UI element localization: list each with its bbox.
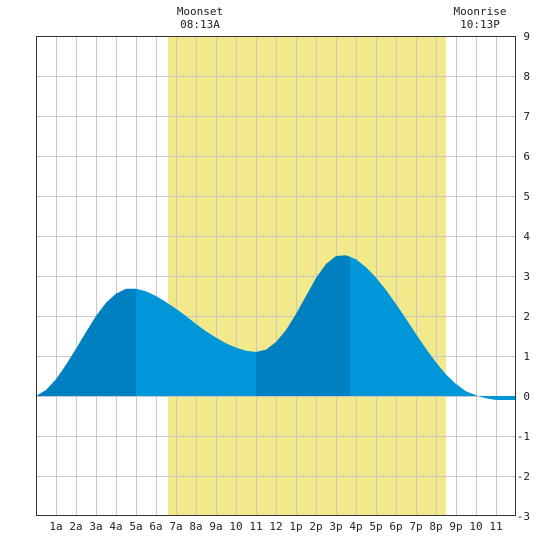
- x-tick-label: 9p: [449, 520, 462, 533]
- x-tick-label: 11: [489, 520, 502, 533]
- y-tick-label: -1: [517, 430, 530, 443]
- y-tick-label: 9: [523, 30, 530, 43]
- tide-area-layer: [36, 255, 516, 400]
- y-tick-label: 1: [523, 350, 530, 363]
- x-tick-label: 4p: [349, 520, 362, 533]
- x-tick-label: 3p: [329, 520, 342, 533]
- tide-area-segment: [36, 288, 136, 396]
- y-tick-label: 8: [523, 70, 530, 83]
- moon-event-time: 08:13A: [180, 18, 220, 31]
- x-tick-label: 7a: [169, 520, 182, 533]
- grid-layer: [36, 36, 516, 516]
- x-tick-label: 1a: [49, 520, 62, 533]
- y-tick-label: -3: [517, 510, 530, 523]
- y-tick-label: 3: [523, 270, 530, 283]
- x-tick-label: 1p: [289, 520, 302, 533]
- x-tick-label: 10: [469, 520, 482, 533]
- x-tick-label: 5p: [369, 520, 382, 533]
- y-tick-label: 5: [523, 190, 530, 203]
- x-tick-label: 4a: [109, 520, 122, 533]
- tide-area-segment: [256, 255, 350, 396]
- x-tick-label: 11: [249, 520, 262, 533]
- moon-event-label: Moonset: [177, 5, 223, 18]
- tide-area-segment: [350, 256, 516, 400]
- y-tick-label: 2: [523, 310, 530, 323]
- y-tick-label: 6: [523, 150, 530, 163]
- x-tick-label: 5a: [129, 520, 142, 533]
- x-tick-label: 3a: [89, 520, 102, 533]
- y-tick-labels: 9 8 7 6 5 4 3 2 1 0 -1 -2 -3: [517, 30, 531, 523]
- moon-event-time: 10:13P: [460, 18, 500, 31]
- x-tick-labels: 1a 2a 3a 4a 5a 6a 7a 8a 9a 10 11 12 1p 2p 3p 4p 5p 6p 7p 8p…: [49, 520, 502, 533]
- y-tick-label: 7: [523, 110, 530, 123]
- x-tick-label: 7p: [409, 520, 422, 533]
- moon-event-label: Moonrise: [454, 5, 507, 18]
- x-tick-label: 10: [229, 520, 242, 533]
- x-tick-label: 9a: [209, 520, 222, 533]
- x-tick-label: 8a: [189, 520, 202, 533]
- x-tick-label: 2a: [69, 520, 82, 533]
- tide-area-segment: [136, 288, 256, 396]
- x-tick-label: 6a: [149, 520, 162, 533]
- plot-border: [36, 36, 516, 516]
- y-tick-label: -2: [517, 470, 530, 483]
- x-tick-label: 12: [269, 520, 282, 533]
- y-tick-label: 4: [523, 230, 530, 243]
- x-tick-label: 8p: [429, 520, 442, 533]
- x-tick-label: 2p: [309, 520, 322, 533]
- y-tick-label: 0: [523, 390, 530, 403]
- x-tick-label: 6p: [389, 520, 402, 533]
